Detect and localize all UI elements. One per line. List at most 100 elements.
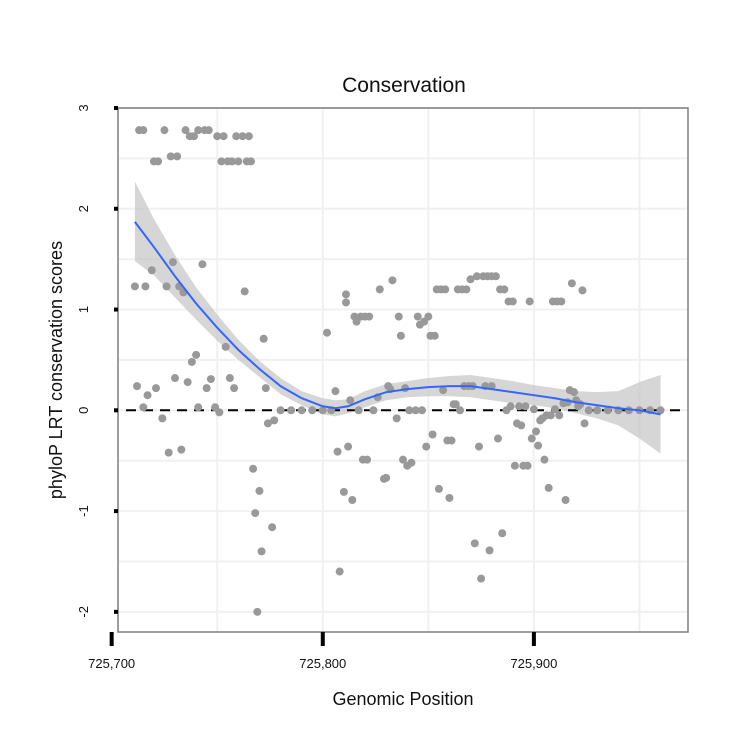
data-point: [261, 384, 270, 393]
data-point: [498, 529, 507, 538]
data-point: [268, 523, 277, 532]
chart-title: Conservation: [342, 74, 466, 97]
data-point: [263, 419, 272, 428]
data-point: [441, 285, 450, 294]
data-point: [160, 126, 169, 135]
data-point: [475, 442, 483, 451]
data-point: [540, 455, 549, 464]
data-point: [354, 406, 363, 415]
data-point: [344, 442, 353, 451]
data-point: [251, 509, 260, 518]
data-point: [515, 402, 524, 411]
x-tick-label: 725,700: [88, 656, 135, 671]
data-point: [215, 408, 224, 417]
data-point: [158, 414, 167, 423]
data-point: [517, 421, 526, 430]
data-point: [439, 386, 448, 395]
data-point: [323, 328, 331, 337]
data-point: [247, 157, 255, 166]
data-point: [365, 312, 374, 321]
data-point: [578, 286, 587, 295]
data-point: [428, 430, 437, 439]
data-point: [162, 282, 171, 291]
data-point: [529, 405, 538, 414]
x-axis: 725,700 725,800 725,900: [88, 632, 557, 671]
smooth-line-layer: [134, 221, 661, 416]
data-point: [194, 126, 203, 135]
data-point: [603, 406, 612, 415]
data-point: [557, 297, 566, 306]
y-tick-label: 2: [76, 205, 91, 212]
data-point: [447, 436, 456, 445]
data-point: [253, 607, 262, 616]
data-point: [462, 285, 471, 294]
data-point: [259, 334, 268, 343]
data-point: [396, 331, 405, 340]
data-point: [491, 272, 500, 281]
data-point: [198, 260, 207, 269]
data-point: [382, 473, 391, 482]
data-point: [551, 405, 559, 414]
data-point: [187, 357, 196, 366]
data-point: [139, 126, 148, 135]
data-point: [534, 441, 543, 450]
data-point: [335, 567, 344, 576]
data-point: [580, 419, 589, 428]
data-point: [228, 157, 236, 166]
y-tick-label: 1: [76, 306, 91, 313]
data-point: [346, 396, 355, 405]
x-axis-label: Genomic Position: [332, 689, 473, 709]
y-tick-label: 0: [76, 407, 91, 414]
data-point: [230, 384, 239, 393]
data-point: [399, 455, 407, 464]
data-point: [154, 157, 163, 166]
data-point: [219, 132, 228, 141]
data-point: [521, 402, 530, 411]
panel-border: [117, 107, 689, 633]
data-point: [584, 406, 593, 415]
data-point: [213, 132, 222, 141]
smooth-line: [134, 221, 661, 416]
data-point: [234, 157, 243, 166]
data-point: [348, 495, 357, 504]
data-point: [555, 411, 564, 420]
data-point: [204, 126, 213, 135]
data-point: [523, 461, 532, 470]
data-point: [527, 434, 536, 443]
data-point: [456, 406, 464, 415]
y-tick-label: -2: [76, 606, 91, 618]
data-point: [363, 455, 372, 464]
data-point: [238, 132, 247, 141]
data-point: [255, 486, 264, 495]
data-point: [133, 382, 141, 391]
data-point: [202, 384, 211, 393]
confidence-band: [134, 181, 661, 454]
data-point: [525, 297, 534, 306]
y-axis: -2 -1 0 1 2 3: [76, 104, 118, 618]
data-point: [466, 275, 475, 284]
data-point: [532, 427, 540, 436]
data-point: [392, 414, 401, 423]
data-point: [171, 374, 179, 383]
data-point: [434, 484, 443, 493]
data-point: [567, 279, 576, 288]
data-point: [333, 447, 342, 456]
data-point: [477, 574, 486, 583]
data-point: [500, 285, 509, 294]
data-point: [472, 272, 481, 281]
data-point: [270, 416, 279, 425]
data-point: [424, 312, 433, 321]
scatter-points: [130, 126, 665, 616]
data-point: [152, 384, 160, 393]
data-point: [147, 266, 156, 275]
data-point: [297, 406, 306, 415]
data-point: [656, 406, 665, 415]
data-point: [206, 375, 215, 384]
data-point: [445, 493, 454, 502]
data-point: [342, 298, 350, 307]
grid-lines: [118, 107, 688, 632]
data-point: [287, 406, 296, 415]
data-point: [190, 132, 198, 141]
data-point: [593, 406, 602, 415]
data-point: [405, 406, 414, 415]
